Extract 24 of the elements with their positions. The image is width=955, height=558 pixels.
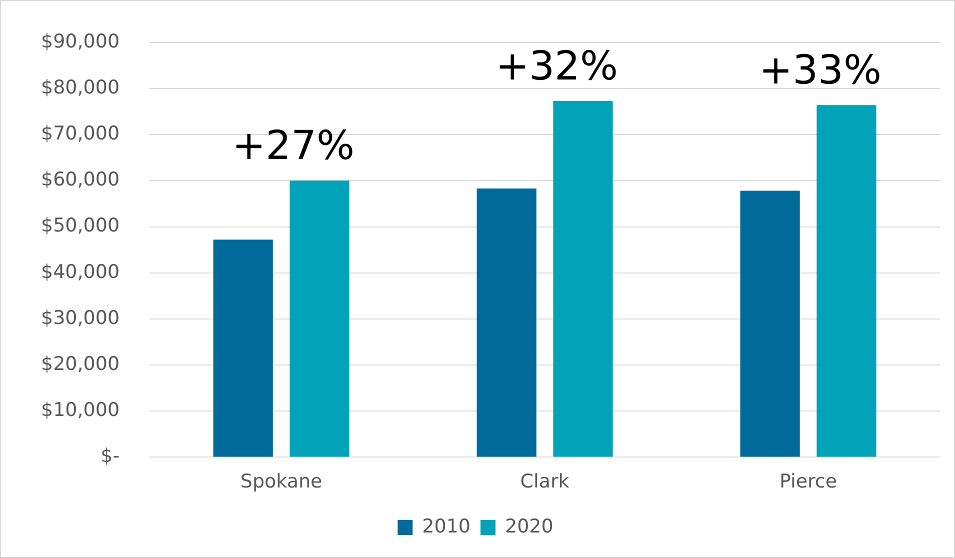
y-tick-label: $-	[100, 445, 120, 468]
bar	[816, 105, 876, 457]
bar	[290, 180, 350, 457]
legend-label: 2010	[422, 515, 471, 538]
y-tick-label: $50,000	[40, 214, 120, 237]
y-tick-label: $30,000	[40, 306, 120, 329]
annotation: +27%	[232, 123, 355, 170]
y-tick-label: $80,000	[40, 76, 120, 98]
bar	[476, 188, 536, 457]
y-tick-label: $20,000	[40, 352, 120, 375]
y-tick-label: $70,000	[40, 122, 120, 145]
y-tick-label: $10,000	[40, 399, 120, 422]
bar	[213, 240, 273, 457]
legend-label: 2020	[505, 515, 554, 538]
x-tick-label: Pierce	[779, 470, 838, 493]
annotation: +32%	[496, 43, 618, 90]
y-tick-label: $40,000	[40, 260, 120, 283]
bar	[740, 190, 800, 457]
y-tick-label: $90,000	[40, 30, 120, 52]
x-tick-label: Clark	[520, 470, 570, 493]
y-tick-label: $60,000	[40, 168, 120, 191]
bar	[553, 100, 613, 457]
annotation: +33%	[759, 47, 882, 94]
x-tick-label: Spokane	[240, 470, 322, 493]
